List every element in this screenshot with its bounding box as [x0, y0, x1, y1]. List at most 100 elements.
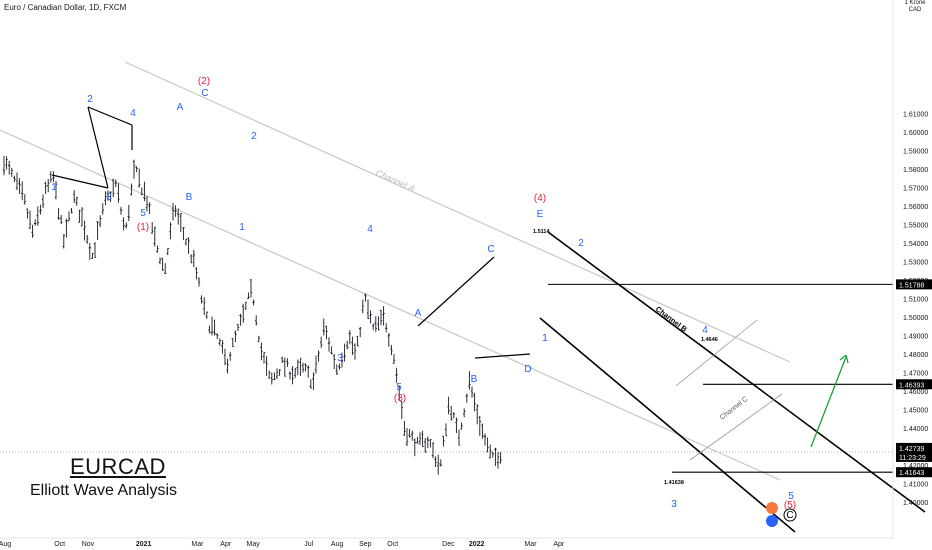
ohlc-bar: [353, 343, 357, 360]
ohlc-bar: [359, 327, 362, 338]
ohlc-bar: [281, 356, 284, 363]
wave-label: 2: [578, 238, 584, 249]
wave-label: E: [537, 209, 544, 220]
ohlc-bar: [278, 368, 281, 376]
pattern-line: [87, 106, 109, 189]
ohlc-bar: [242, 303, 245, 323]
ohlc-bar: [392, 354, 396, 364]
ohlc-bar: [130, 183, 133, 196]
ohlc-bar: [70, 207, 73, 214]
point-value-label: 1.5114: [533, 229, 550, 235]
ohlc-bar: [494, 447, 497, 467]
ohlc-bar: [190, 254, 193, 264]
price-bars: [2, 156, 502, 475]
ohlc-bar: [205, 311, 208, 319]
ohlc-bar: [229, 351, 232, 361]
price-tick-label: 1.58000: [903, 167, 928, 174]
ohlc-bar: [291, 366, 294, 385]
ohlc-bar: [106, 190, 110, 201]
ohlc-bar: [226, 358, 229, 374]
ohlc-bar: [138, 168, 141, 188]
ohlc-bar: [439, 459, 442, 467]
ohlc-bar: [109, 191, 112, 203]
ohlc-bar: [273, 372, 276, 380]
price-tick-label: 1.60000: [903, 130, 928, 137]
ohlc-bar: [161, 257, 164, 271]
wave-label: 4: [367, 224, 373, 235]
ohlc-bar: [255, 315, 258, 326]
ohlc-bar: [117, 183, 120, 203]
pattern-line: [87, 106, 133, 126]
date-tick-label: Jul: [304, 541, 313, 548]
ohlc-bar: [132, 159, 136, 179]
wave-label: 1: [51, 182, 57, 193]
ohlc-bar: [197, 277, 201, 287]
ohlc-bar: [483, 433, 487, 446]
price-tick-label: 1.40000: [903, 500, 928, 507]
ohlc-bar: [455, 417, 458, 434]
ohlc-bar: [296, 359, 299, 376]
date-tick-label: Dec: [442, 541, 455, 548]
ohlc-bar: [416, 436, 419, 444]
ohlc-bar: [286, 358, 289, 367]
ohlc-bar: [340, 352, 344, 368]
ohlc-bar: [179, 213, 182, 232]
ohlc-bar: [299, 358, 302, 376]
wave-label: C: [487, 244, 494, 255]
price-tick-label: 1.50000: [903, 315, 928, 322]
pattern-line: [51, 174, 109, 189]
channel-b-lower: [539, 317, 796, 533]
ohlc-bar: [122, 217, 125, 231]
ohlc-bar: [283, 357, 286, 377]
ohlc-bar: [460, 422, 463, 430]
date-tick-label: Mar: [524, 541, 537, 548]
ohlc-bar: [164, 263, 167, 274]
ohlc-bar: [470, 386, 474, 398]
point-value-label: 1.4646: [701, 337, 718, 343]
ohlc-bar: [356, 335, 359, 347]
channel-a-lower: [0, 129, 781, 481]
price-tag-label: 1.41643: [899, 470, 924, 477]
ohlc-bar: [262, 352, 266, 364]
date-tick-label: May: [246, 541, 260, 548]
ohlc-bar: [145, 195, 149, 212]
ohlc-bar: [52, 171, 55, 182]
ohlc-bar: [294, 367, 297, 378]
ohlc-bar: [88, 242, 91, 260]
ohlc-bar: [457, 429, 461, 446]
price-tick-label: 1.51000: [903, 296, 928, 303]
ohlc-bar: [385, 323, 388, 333]
wave-label: (5): [784, 500, 796, 511]
ohlc-bar: [465, 393, 468, 403]
ohlc-bar: [309, 379, 312, 389]
price-tick-label: 1.42000: [903, 463, 928, 470]
ohlc-bar: [182, 227, 185, 241]
price-tick-label: 1.46000: [903, 389, 928, 396]
ohlc-bar: [200, 295, 203, 304]
ohlc-bar: [166, 248, 169, 255]
ohlc-bar: [444, 423, 448, 437]
ohlc-bar: [426, 436, 429, 449]
ohlc-bar: [377, 316, 380, 331]
ohlc-bar: [127, 204, 130, 222]
channel-c-upper: [675, 319, 758, 387]
ohlc-bar: [265, 356, 268, 376]
ohlc-bar: [44, 181, 47, 194]
date-tick-label: Apr: [220, 541, 232, 548]
wave-label: 5: [140, 208, 146, 219]
ohlc-bar: [75, 196, 78, 206]
ohlc-bar: [390, 344, 393, 356]
ohlc-bar: [374, 316, 377, 332]
price-axis: 1.400001.410001.420001.430001.440001.450…: [892, 0, 932, 538]
ohlc-bar: [213, 319, 216, 336]
ohlc-bar: [10, 167, 13, 177]
ohlc-bar: [28, 210, 32, 230]
ohlc-bar: [73, 190, 76, 203]
ohlc-bar: [333, 354, 336, 370]
ohlc-bar: [288, 371, 292, 380]
ohlc-bar: [153, 226, 156, 247]
event-marker-icon: [766, 502, 778, 514]
ohlc-bar: [382, 306, 385, 326]
